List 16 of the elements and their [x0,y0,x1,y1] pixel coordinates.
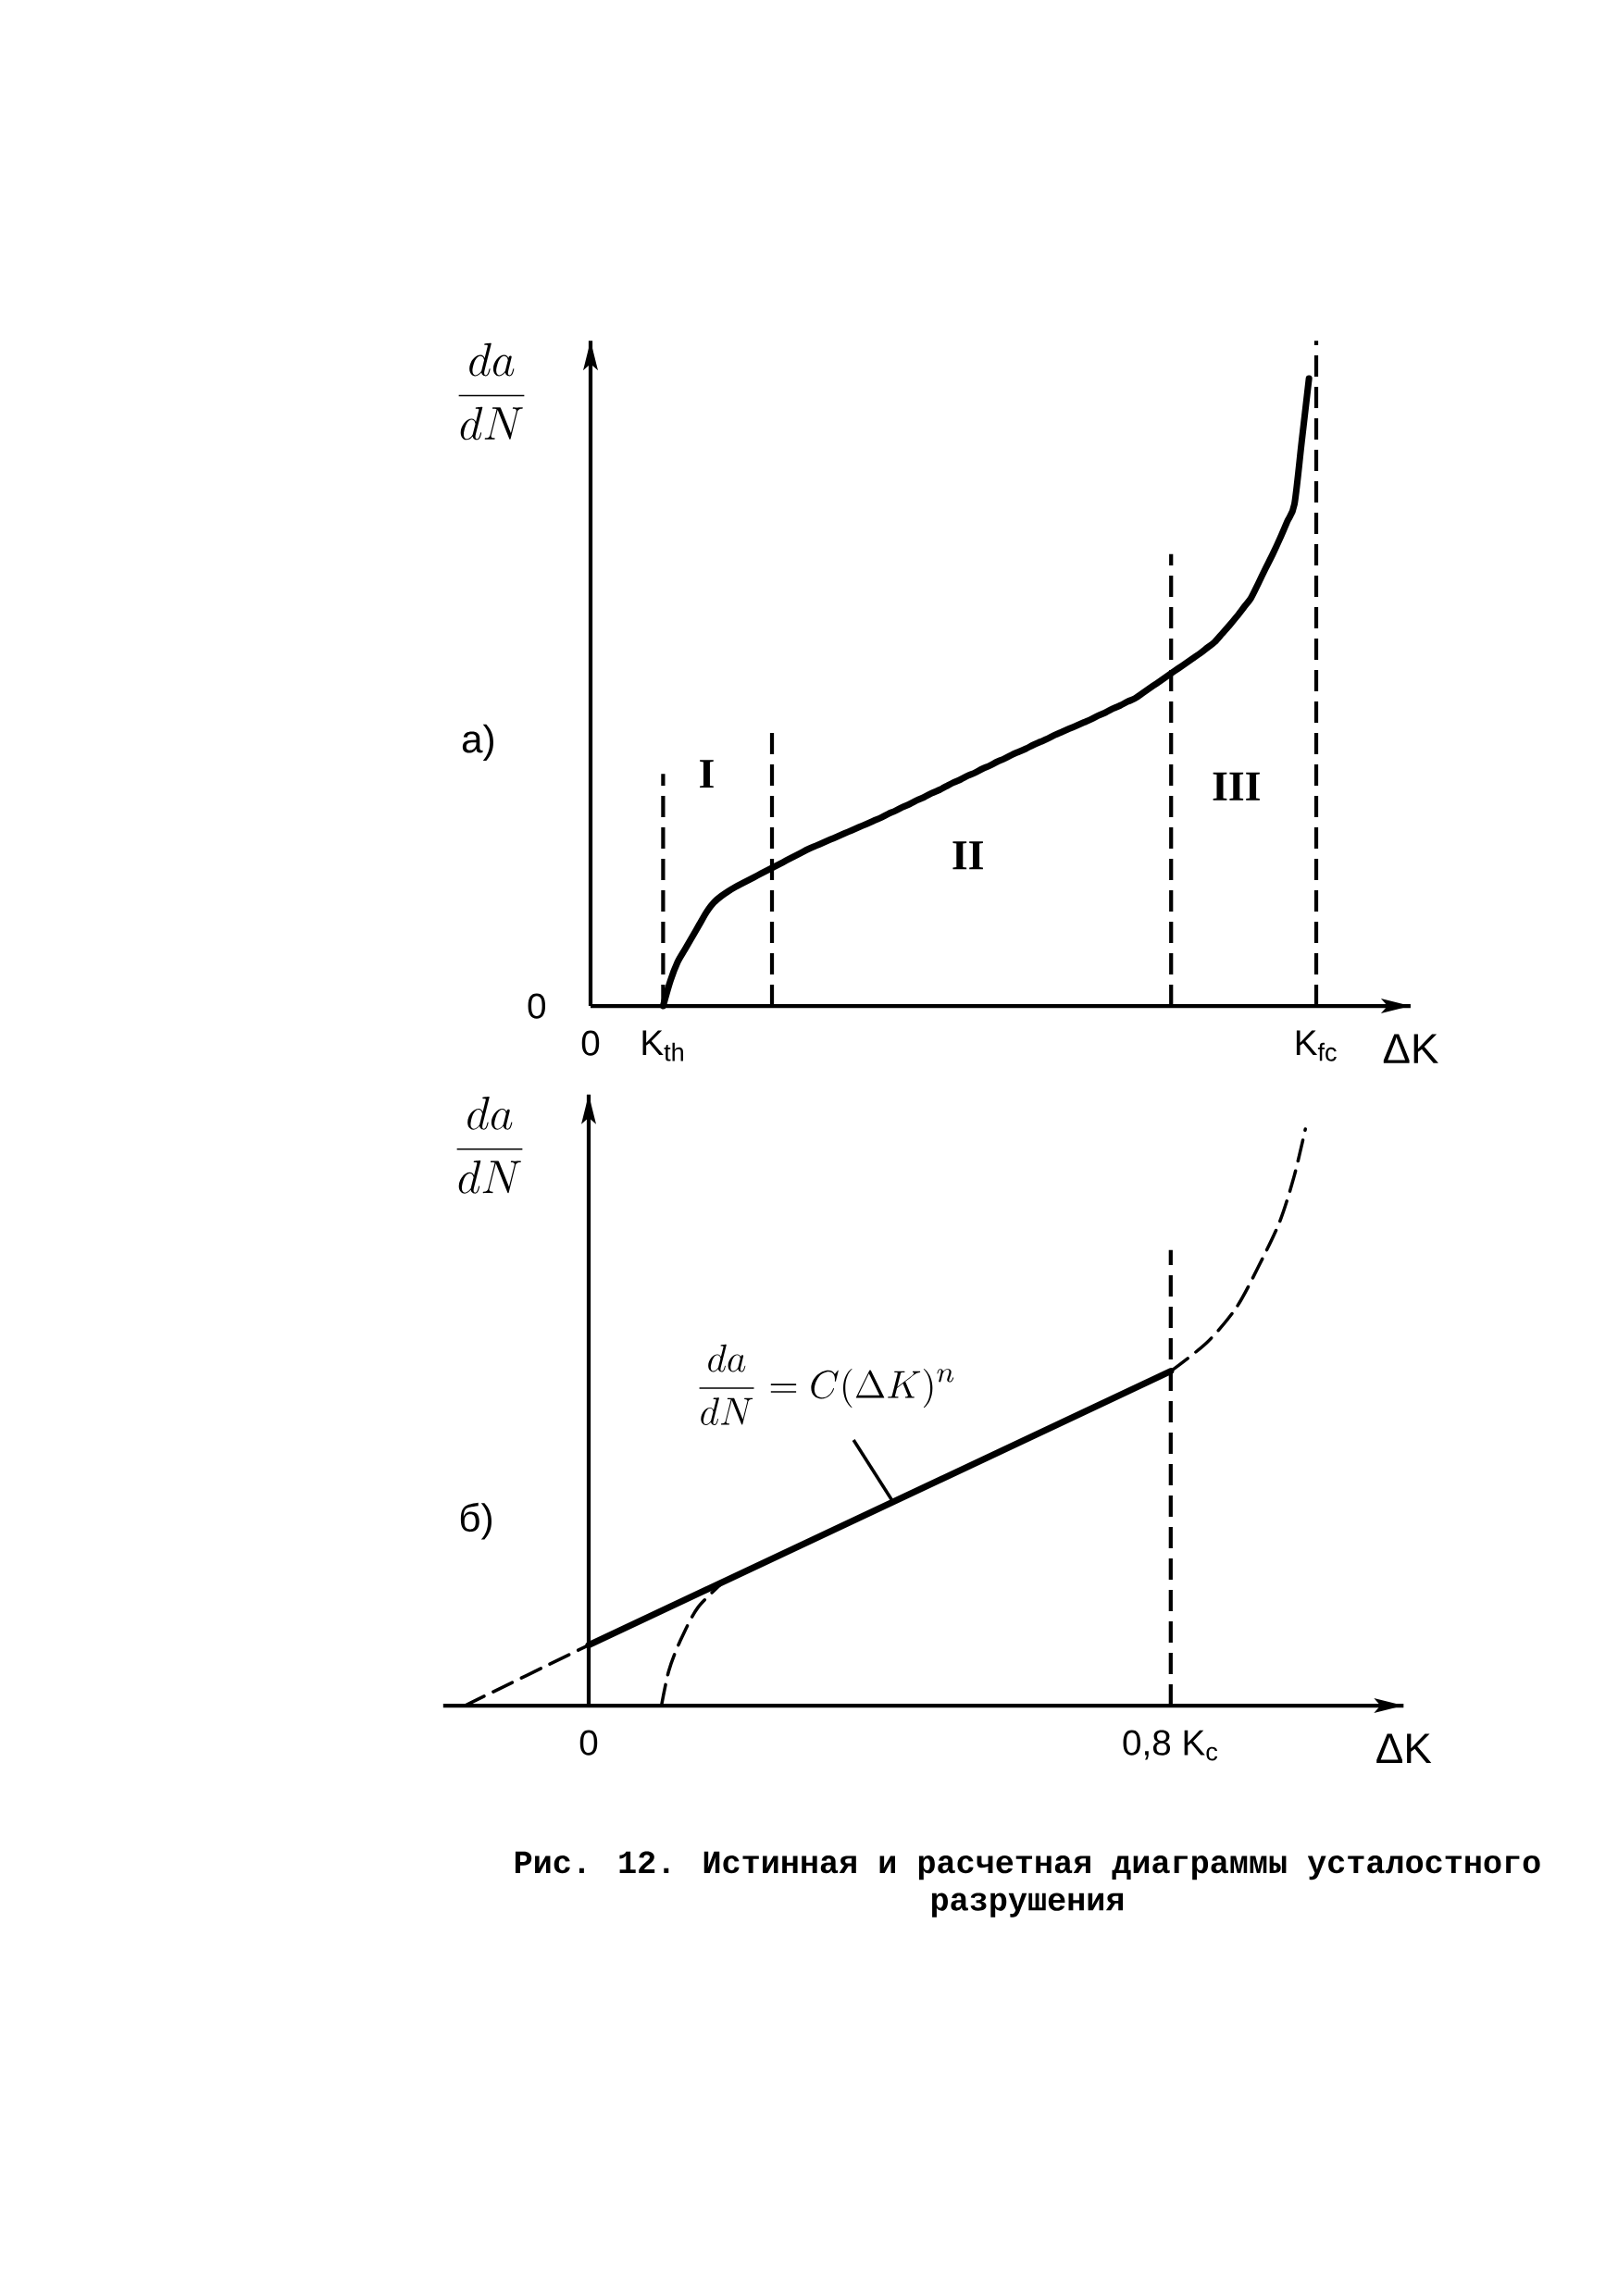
annotation: III [1213,772,1260,800]
annotation: $\frac{da}{dN}=C(\Delta K)^{n}$ [699,1344,954,1425]
y-axis-title: $\frac{da}{dN}$ [458,342,525,441]
text: Рис. 12. Истинная и расчетная диаграммы усталостного разрушения [515,1851,1540,1917]
text: а) [462,724,493,761]
x-axis-title: ΔK [1376,1733,1432,1763]
x-axis-title: ΔK [1383,1034,1438,1063]
x-tick-label: K$_{fc}$ [1296,1030,1337,1061]
text: 0 [528,993,546,1019]
y-axis-title: $\frac{da}{dN}$ [456,1097,523,1194]
x-tick-label: 0,8 K$_{c}$ [1123,1730,1218,1761]
x-tick-label: K$_{th}$ [642,1030,683,1061]
text: б) [460,1502,492,1540]
x-tick-label: 0 [581,1030,600,1056]
annotation: II [952,841,983,870]
annotation: I [700,760,714,788]
